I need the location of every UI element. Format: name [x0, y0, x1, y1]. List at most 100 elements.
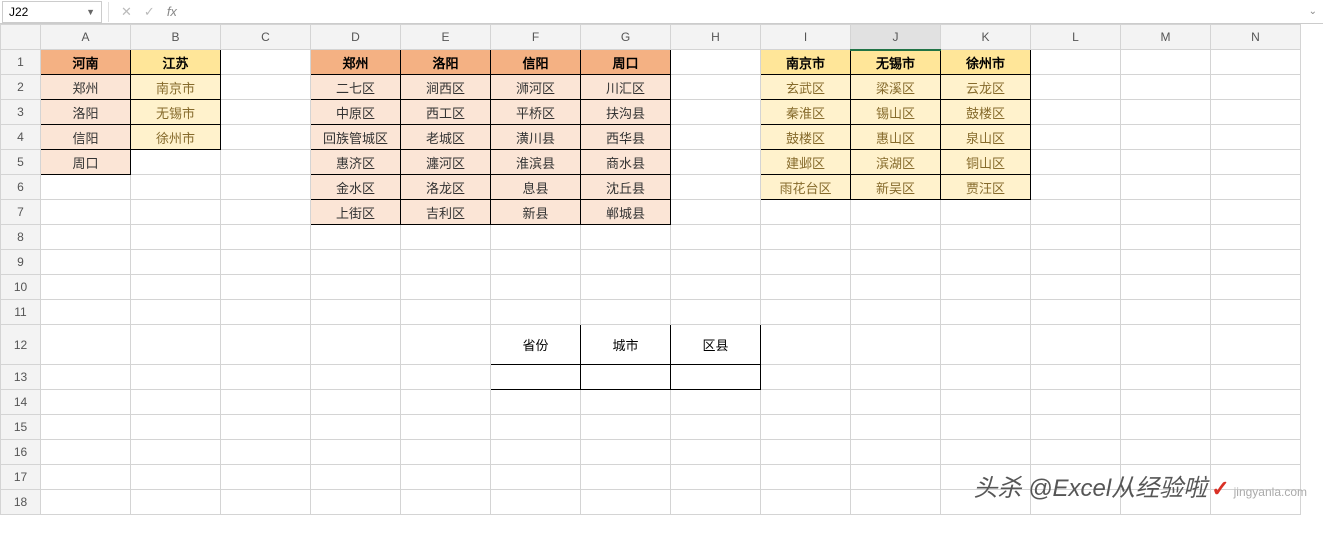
row-header-10[interactable]: 10	[1, 275, 41, 300]
cell-K4[interactable]: 泉山区	[941, 125, 1031, 150]
cell-J6[interactable]: 新吴区	[851, 175, 941, 200]
cell-K11[interactable]	[941, 300, 1031, 325]
cell-F11[interactable]	[491, 300, 581, 325]
cell-N5[interactable]	[1211, 150, 1301, 175]
cell-J15[interactable]	[851, 415, 941, 440]
enter-icon[interactable]: ✓	[144, 4, 155, 20]
cell-F3[interactable]: 平桥区	[491, 100, 581, 125]
column-header-M[interactable]: M	[1121, 25, 1211, 50]
cell-J10[interactable]	[851, 275, 941, 300]
cell-I4[interactable]: 鼓楼区	[761, 125, 851, 150]
cell-G13[interactable]	[581, 365, 671, 390]
cell-H6[interactable]	[671, 175, 761, 200]
cell-H10[interactable]	[671, 275, 761, 300]
cell-F7[interactable]: 新县	[491, 200, 581, 225]
cell-D15[interactable]	[311, 415, 401, 440]
cell-I13[interactable]	[761, 365, 851, 390]
cell-B12[interactable]	[131, 325, 221, 365]
cell-C13[interactable]	[221, 365, 311, 390]
row-header-9[interactable]: 9	[1, 250, 41, 275]
cell-I15[interactable]	[761, 415, 851, 440]
cell-N18[interactable]	[1211, 490, 1301, 515]
cell-G2[interactable]: 川汇区	[581, 75, 671, 100]
cell-B7[interactable]	[131, 200, 221, 225]
cell-M16[interactable]	[1121, 440, 1211, 465]
cell-L13[interactable]	[1031, 365, 1121, 390]
cell-N9[interactable]	[1211, 250, 1301, 275]
cell-D3[interactable]: 中原区	[311, 100, 401, 125]
cell-B5[interactable]	[131, 150, 221, 175]
column-header-A[interactable]: A	[41, 25, 131, 50]
cell-N15[interactable]	[1211, 415, 1301, 440]
row-header-3[interactable]: 3	[1, 100, 41, 125]
cell-L1[interactable]	[1031, 50, 1121, 75]
cell-I17[interactable]	[761, 465, 851, 490]
cell-F9[interactable]	[491, 250, 581, 275]
cell-B4[interactable]: 徐州市	[131, 125, 221, 150]
cell-H5[interactable]	[671, 150, 761, 175]
column-header-D[interactable]: D	[311, 25, 401, 50]
cell-J4[interactable]: 惠山区	[851, 125, 941, 150]
row-header-6[interactable]: 6	[1, 175, 41, 200]
cell-H2[interactable]	[671, 75, 761, 100]
cell-A13[interactable]	[41, 365, 131, 390]
cell-H15[interactable]	[671, 415, 761, 440]
cell-D13[interactable]	[311, 365, 401, 390]
cell-K18[interactable]	[941, 490, 1031, 515]
cell-C7[interactable]	[221, 200, 311, 225]
cell-F4[interactable]: 潢川县	[491, 125, 581, 150]
cell-D8[interactable]	[311, 225, 401, 250]
cell-L18[interactable]	[1031, 490, 1121, 515]
cell-J2[interactable]: 梁溪区	[851, 75, 941, 100]
cell-M13[interactable]	[1121, 365, 1211, 390]
cell-B13[interactable]	[131, 365, 221, 390]
cell-N10[interactable]	[1211, 275, 1301, 300]
cell-A5[interactable]: 周口	[41, 150, 131, 175]
cell-C16[interactable]	[221, 440, 311, 465]
cell-E9[interactable]	[401, 250, 491, 275]
cell-F1[interactable]: 信阳	[491, 50, 581, 75]
spreadsheet-grid[interactable]: ABCDEFGHIJKLMN1河南江苏郑州洛阳信阳周口南京市无锡市徐州市2郑州南…	[0, 24, 1301, 515]
cell-L15[interactable]	[1031, 415, 1121, 440]
cell-G11[interactable]	[581, 300, 671, 325]
cell-N3[interactable]	[1211, 100, 1301, 125]
cell-B15[interactable]	[131, 415, 221, 440]
column-header-I[interactable]: I	[761, 25, 851, 50]
cell-C1[interactable]	[221, 50, 311, 75]
cell-C12[interactable]	[221, 325, 311, 365]
cell-J12[interactable]	[851, 325, 941, 365]
column-header-E[interactable]: E	[401, 25, 491, 50]
cell-D16[interactable]	[311, 440, 401, 465]
cell-M17[interactable]	[1121, 465, 1211, 490]
cell-N2[interactable]	[1211, 75, 1301, 100]
row-header-4[interactable]: 4	[1, 125, 41, 150]
cell-G17[interactable]	[581, 465, 671, 490]
cell-H1[interactable]	[671, 50, 761, 75]
cell-E6[interactable]: 洛龙区	[401, 175, 491, 200]
column-header-C[interactable]: C	[221, 25, 311, 50]
row-header-17[interactable]: 17	[1, 465, 41, 490]
cell-A3[interactable]: 洛阳	[41, 100, 131, 125]
cell-H16[interactable]	[671, 440, 761, 465]
cell-I16[interactable]	[761, 440, 851, 465]
cell-M14[interactable]	[1121, 390, 1211, 415]
cell-A15[interactable]	[41, 415, 131, 440]
expand-formula-bar-icon[interactable]: ⌄	[1303, 6, 1323, 17]
cell-H3[interactable]	[671, 100, 761, 125]
cell-L10[interactable]	[1031, 275, 1121, 300]
row-header-12[interactable]: 12	[1, 325, 41, 365]
cell-I3[interactable]: 秦淮区	[761, 100, 851, 125]
cell-F13[interactable]	[491, 365, 581, 390]
row-header-11[interactable]: 11	[1, 300, 41, 325]
cell-C11[interactable]	[221, 300, 311, 325]
cell-J8[interactable]	[851, 225, 941, 250]
row-header-1[interactable]: 1	[1, 50, 41, 75]
cell-E13[interactable]	[401, 365, 491, 390]
cell-L5[interactable]	[1031, 150, 1121, 175]
row-header-8[interactable]: 8	[1, 225, 41, 250]
cell-L16[interactable]	[1031, 440, 1121, 465]
cell-H13[interactable]	[671, 365, 761, 390]
cell-E12[interactable]	[401, 325, 491, 365]
cell-G4[interactable]: 西华县	[581, 125, 671, 150]
select-all-corner[interactable]	[1, 25, 41, 50]
